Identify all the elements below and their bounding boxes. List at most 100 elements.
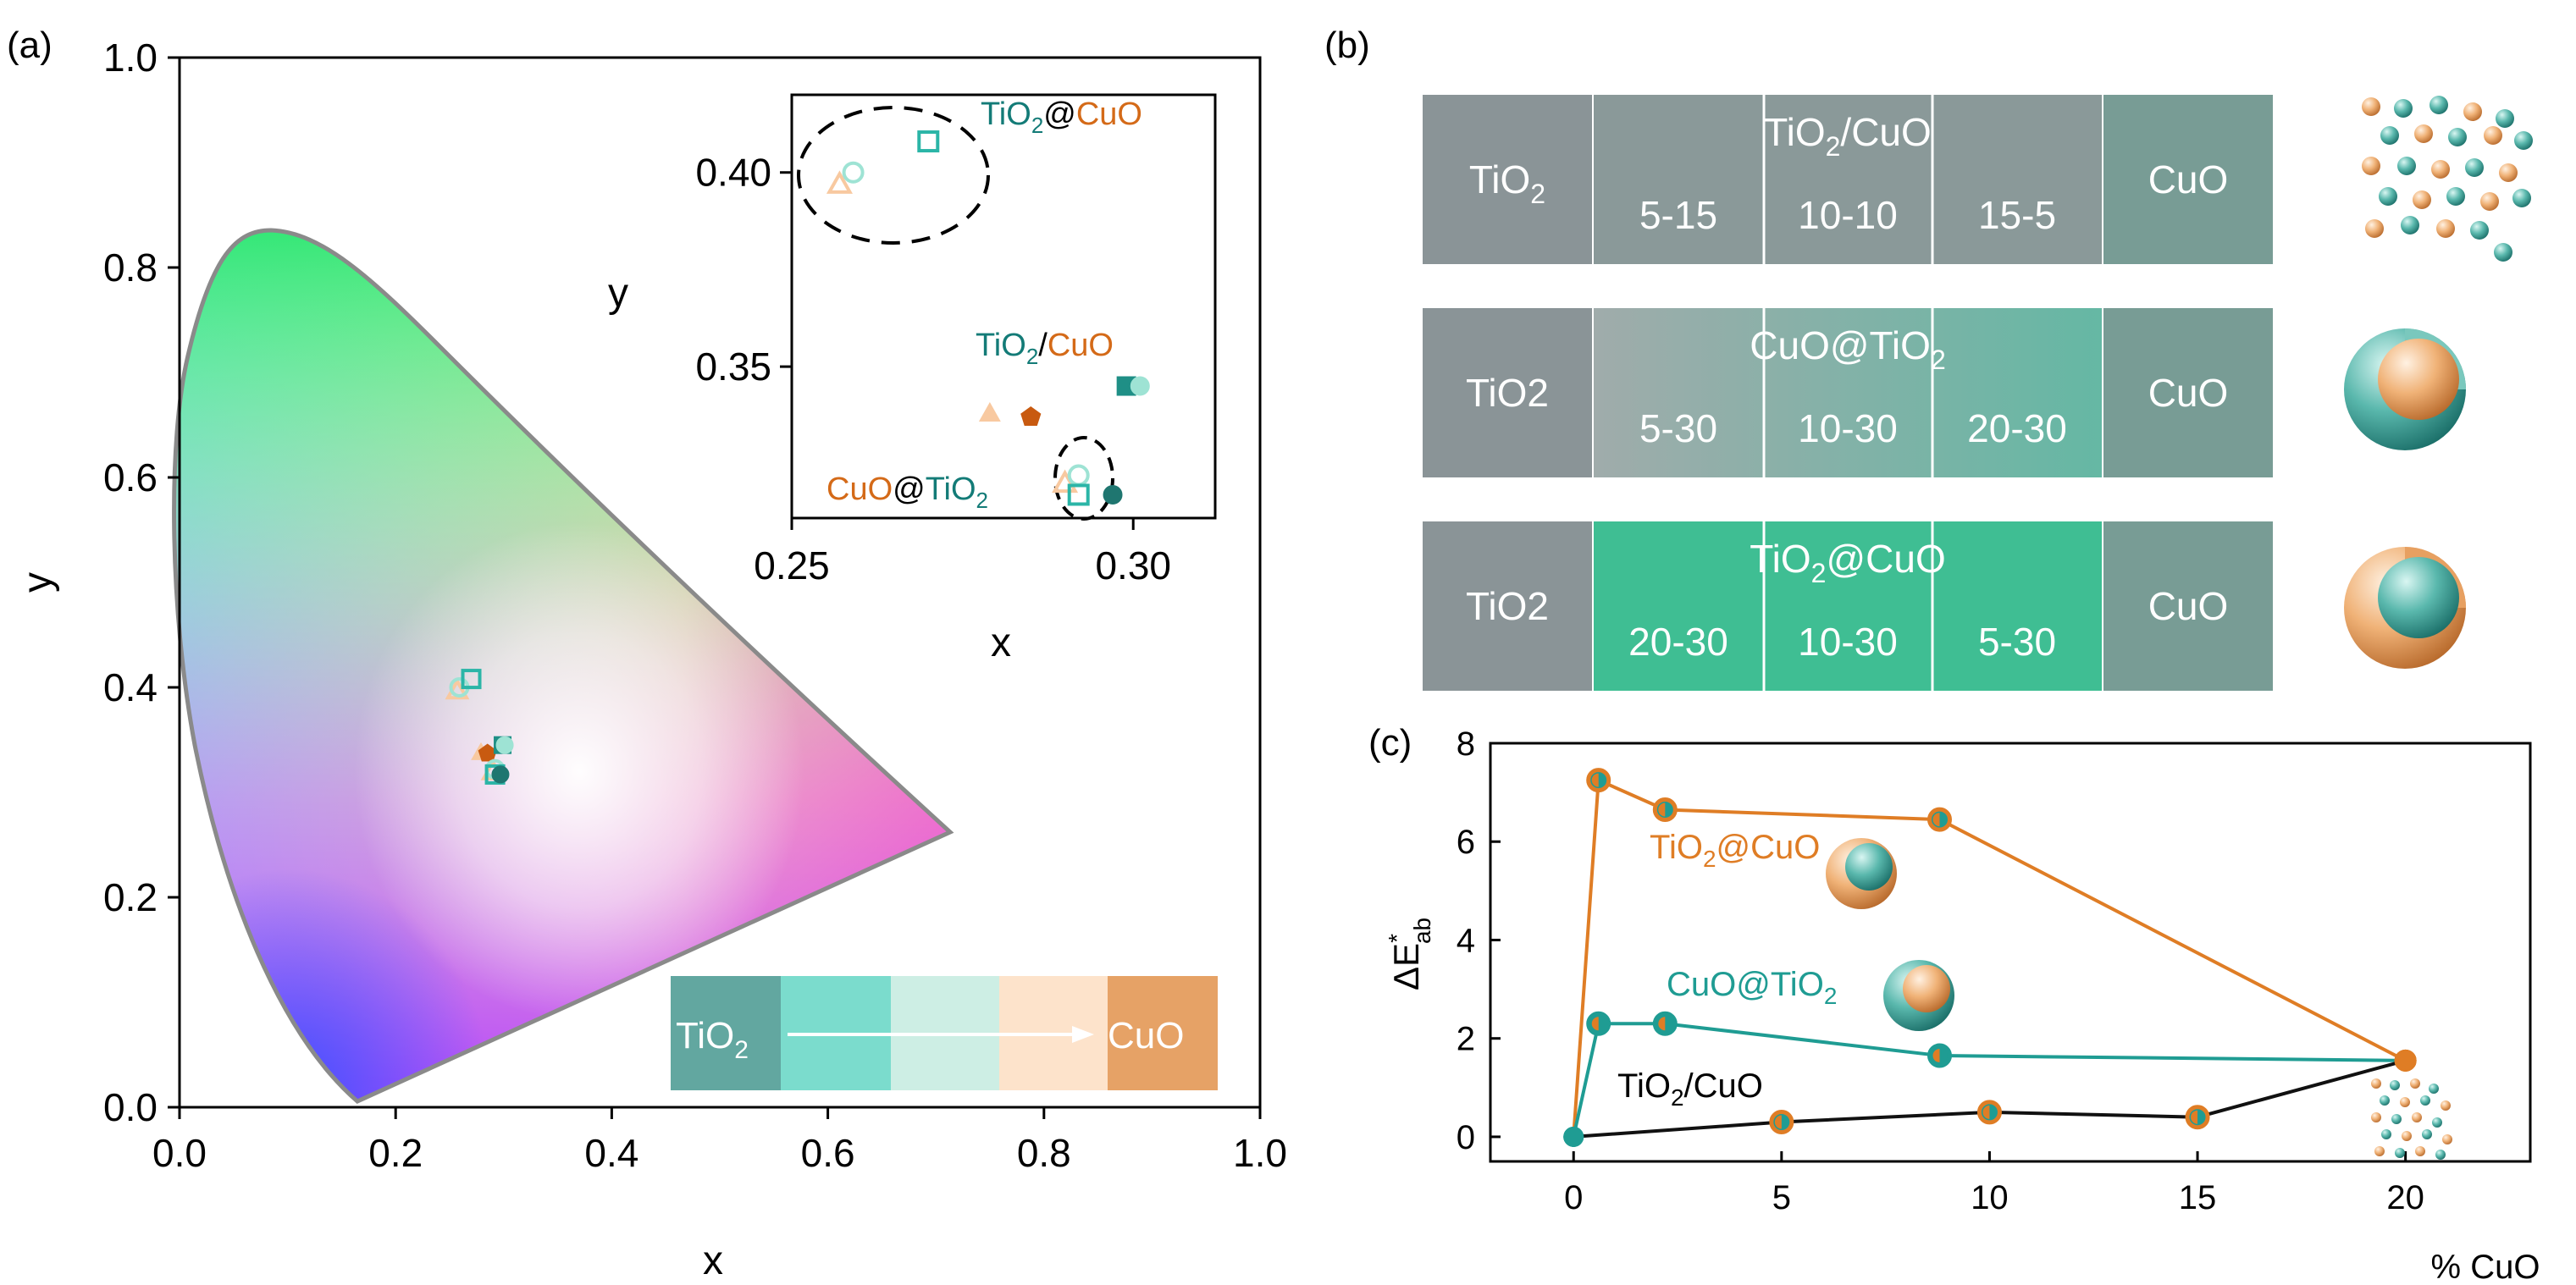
small-particle: [2400, 1097, 2410, 1107]
inset-xlabel: x: [991, 620, 1011, 665]
inset-x-tick-label: 0.30: [1095, 543, 1171, 587]
data-point: [2394, 1049, 2417, 1072]
row1-cell-1: 5-15: [1639, 193, 1717, 237]
inset-markers: [826, 130, 1150, 506]
panel-a-x-ticks: 0.0 0.2 0.4 0.6 0.8 1.0: [152, 1107, 1287, 1175]
small-particle: [2441, 1100, 2451, 1111]
svg-text:ΔE*ab: ΔE*ab: [1384, 918, 1435, 990]
panel-a-markers: [445, 669, 514, 785]
row1-right-cell: [2103, 95, 2273, 264]
inset-point: [1103, 484, 1123, 505]
data-point-half: [1591, 1017, 1599, 1031]
small-particle: [2381, 1129, 2391, 1139]
small-particle: [2410, 1078, 2420, 1089]
row3-title: TiO2@CuO: [1750, 537, 1945, 588]
data-point-half: [1982, 1105, 1990, 1119]
c-y-tick-label: 6: [1457, 824, 1475, 861]
c-x-tick-label: 0: [1564, 1179, 1583, 1216]
row2-left-text: TiO2: [1466, 371, 1549, 415]
colorbar-start-label: TiO2: [676, 1015, 749, 1064]
y-tick-label: 0.0: [103, 1085, 158, 1129]
row1-cell-2: 10-10: [1798, 193, 1898, 237]
panel-c-ticks: 0 5 10 15 20 0 2 4 6 8: [1457, 725, 2424, 1216]
row3-cell-2: 10-30: [1798, 620, 1898, 664]
spectral-locus: [172, 228, 954, 1104]
particle: [2413, 190, 2431, 209]
panel-c-cuo-at-tio2-sphere: [1883, 960, 1954, 1031]
inset-x-tick-label: 0.25: [754, 543, 830, 587]
row2-left-cell: [1423, 308, 1592, 477]
small-particle: [2390, 1080, 2400, 1090]
colorbar-end-label: CuO: [1108, 1015, 1184, 1056]
row3-middle-cell: [1594, 521, 2102, 691]
panel-c-frame: [1489, 742, 2532, 1163]
panel-c-label: (c): [1368, 722, 1412, 764]
small-particle: [2432, 1117, 2442, 1128]
row3-cell-1: 20-30: [1628, 620, 1728, 664]
y-tick-label: 1.0: [103, 36, 158, 80]
particle: [2465, 158, 2484, 177]
row3-right-cell: [2103, 521, 2273, 691]
particle: [2362, 157, 2380, 175]
particle: [2448, 128, 2467, 146]
particle: [2414, 124, 2433, 143]
panel-c-label-cuo-at-tio2: CuO@TiO2: [1667, 966, 1837, 1009]
row2-title: CuO@TiO2: [1750, 323, 1945, 375]
small-particle: [2420, 1095, 2430, 1106]
row1-right-text: CuO: [2148, 157, 2229, 201]
inset-ticks: 0.25 0.30 0.35 0.40: [695, 151, 1171, 587]
panel-c-series: [1563, 768, 2417, 1147]
inset-point: [1067, 483, 1090, 506]
small-particle: [2412, 1112, 2422, 1122]
data-point: [1563, 1126, 1584, 1147]
c-x-tick-label: 5: [1772, 1179, 1791, 1216]
row2-middle-cell: [1594, 308, 2102, 477]
c-x-tick-label: 10: [1971, 1179, 2009, 1216]
particle: [2380, 126, 2399, 145]
inset-label-cuo-at-tio2: CuO@TiO2: [826, 472, 988, 513]
c-y-tick-label: 8: [1457, 725, 1475, 763]
x-tick-label: 0.4: [584, 1131, 638, 1175]
cie-point: [495, 736, 514, 754]
x-tick-label: 0.2: [368, 1131, 423, 1175]
small-particle: [2422, 1129, 2432, 1139]
c-y-tick-label: 0: [1457, 1119, 1475, 1156]
particle: [2512, 189, 2531, 207]
y-tick-label: 0.8: [103, 245, 158, 290]
x-tick-label: 0.6: [801, 1131, 855, 1175]
colorbar-swatch-cuo: [1108, 976, 1218, 1090]
small-particle: [2429, 1084, 2439, 1094]
inset-point: [1130, 376, 1150, 396]
particle: [2480, 192, 2499, 211]
inset-frame: [790, 93, 1217, 520]
colorbar-arrowhead: [1072, 1026, 1094, 1043]
small-particle: [2435, 1150, 2446, 1160]
small-particle: [2442, 1134, 2452, 1144]
table-row-cuo-at-tio2: TiO2 CuO@TiO2 5-30 10-30 20-30 CuO: [1423, 308, 2273, 477]
row2-cell-3: 20-30: [1967, 406, 2067, 450]
data-point-half: [1591, 773, 1599, 787]
inset-label-tio2-cuo: TiO2/CuO: [976, 328, 1114, 369]
row2-cell-1: 5-30: [1639, 406, 1717, 450]
row3-left-text: TiO2: [1466, 584, 1549, 628]
particle: [2394, 99, 2413, 118]
panel-a-frame: [178, 56, 1262, 1109]
small-particle: [2391, 1114, 2402, 1124]
inset-plot: 0.25 0.30 0.35 0.40 x y TiO2@CuO TiO2/CuO C…: [608, 93, 1217, 665]
small-particle: [2371, 1112, 2381, 1122]
data-point-half: [2191, 1110, 2198, 1124]
particle: [2401, 216, 2419, 234]
particle: [2431, 160, 2450, 179]
panel-a-ylabel: y: [15, 572, 60, 593]
x-tick-label: 0.0: [152, 1131, 207, 1175]
x-tick-label: 0.8: [1017, 1131, 1071, 1175]
row1-middle-cell: [1594, 95, 2102, 264]
particle: [2379, 187, 2397, 206]
small-particle: [2374, 1146, 2385, 1156]
panel-b-label: (b): [1324, 25, 1370, 66]
particle: [2397, 157, 2416, 175]
data-point-half: [1932, 813, 1940, 827]
inset-y-tick-label: 0.40: [695, 151, 771, 195]
particle: [2499, 163, 2518, 182]
inset-point: [917, 130, 940, 153]
